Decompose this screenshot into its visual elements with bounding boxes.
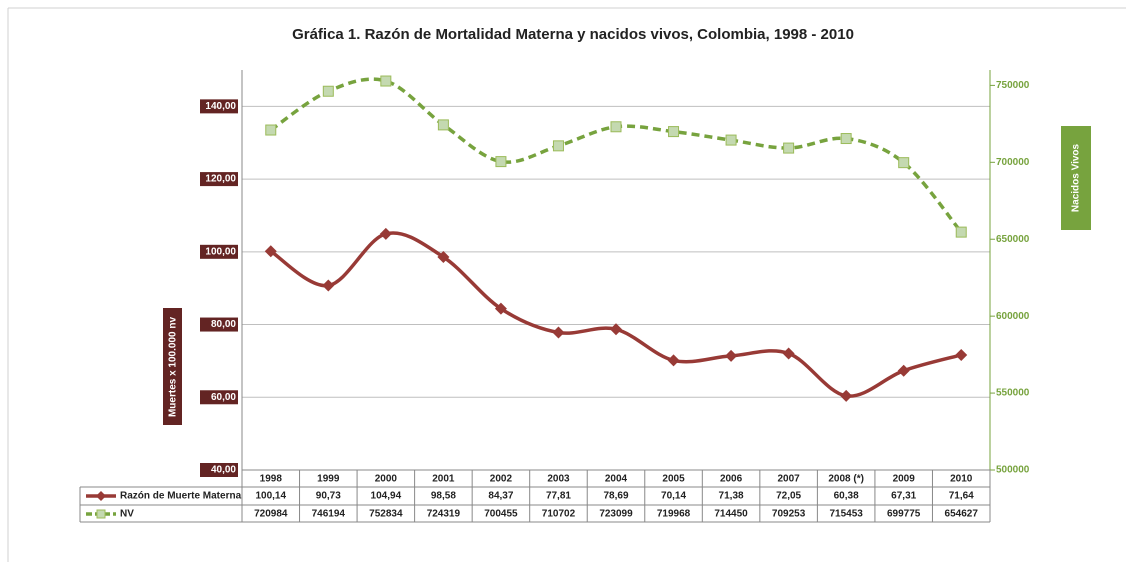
table-value: 67,31	[891, 491, 916, 502]
y-tick-box	[200, 99, 238, 114]
chart-title: Gráfica 1. Razón de Mortalidad Materna y…	[292, 26, 854, 43]
table-value: 715453	[829, 509, 863, 520]
y-tick-label: 40,00	[211, 465, 236, 476]
table-value: 709253	[772, 509, 806, 520]
table-value: 98,58	[431, 491, 456, 502]
marker	[494, 302, 507, 315]
y-tick-label: 140,00	[205, 101, 236, 112]
x-tick-label: 2000	[375, 474, 398, 485]
table-value: 723099	[599, 509, 633, 520]
series-line	[269, 231, 962, 398]
table-value: 70,14	[661, 491, 686, 502]
table-value: 84,37	[488, 491, 513, 502]
table-value: 100,14	[255, 491, 286, 502]
y2-tick-label: 750000	[996, 80, 1030, 91]
marker	[725, 349, 738, 362]
marker	[437, 250, 450, 263]
marker	[898, 157, 910, 169]
marker	[552, 326, 565, 339]
marker	[380, 75, 392, 87]
marker	[955, 226, 967, 238]
table-value: 78,69	[603, 491, 628, 502]
marker	[840, 133, 852, 145]
x-tick-label: 1999	[317, 474, 340, 485]
table-value: 104,94	[371, 491, 402, 502]
x-tick-label: 2007	[777, 474, 800, 485]
y-tick-label: 60,00	[211, 392, 236, 403]
x-tick-label: 2006	[720, 474, 743, 485]
marker	[955, 348, 968, 361]
table-value: 746194	[312, 509, 346, 520]
y-tick-label: 120,00	[205, 174, 236, 185]
marker	[667, 354, 680, 367]
y-tick-box	[200, 317, 238, 332]
marker	[264, 245, 277, 258]
marker	[322, 279, 335, 292]
y2-tick-label: 550000	[996, 388, 1030, 399]
x-tick-label: 2005	[662, 474, 685, 485]
marker	[495, 156, 507, 168]
table-value: 60,38	[834, 491, 859, 502]
marker	[897, 364, 910, 377]
marker	[840, 389, 853, 402]
x-tick-label: 1998	[260, 474, 283, 485]
y-title-box	[163, 308, 182, 425]
y2-tick-label: 700000	[996, 157, 1030, 168]
table-value: 710702	[542, 509, 576, 520]
legend-label: NV	[120, 509, 134, 520]
y-tick-label: 100,00	[205, 246, 236, 257]
x-tick-label: 2003	[547, 474, 570, 485]
table-value: 714450	[714, 509, 748, 520]
marker	[437, 119, 449, 131]
y-tick-label: 80,00	[211, 319, 236, 330]
y2-tick-label: 500000	[996, 465, 1030, 476]
x-tick-label: 2001	[432, 474, 455, 485]
x-tick-label: 2008 (*)	[828, 474, 864, 485]
y2-tick-label: 600000	[996, 311, 1030, 322]
x-tick-label: 2010	[950, 474, 973, 485]
marker	[322, 85, 334, 97]
table-value: 72,05	[776, 491, 801, 502]
y2-tick-label: 650000	[996, 234, 1030, 245]
marker	[725, 134, 737, 146]
y-tick-box	[200, 390, 238, 405]
table-value: 71,64	[949, 491, 974, 502]
legend-label: Razón de Muerte Materna	[120, 491, 242, 502]
marker	[379, 227, 392, 240]
x-tick-label: 2002	[490, 474, 513, 485]
legend-marker	[96, 509, 106, 519]
legend-marker	[96, 491, 106, 501]
table-value: 719968	[657, 509, 691, 520]
table-value: 90,73	[316, 491, 341, 502]
table-value: 752834	[369, 509, 403, 520]
table-value: 724319	[427, 509, 461, 520]
y-tick-box	[200, 172, 238, 187]
y2-title-box	[1061, 126, 1091, 230]
y2-axis-title: Nacidos Vivos	[1071, 143, 1082, 212]
table-value: 654627	[945, 509, 979, 520]
marker	[552, 140, 564, 152]
y-tick-box	[200, 244, 238, 259]
x-tick-label: 2004	[605, 474, 628, 485]
y-tick-box	[200, 463, 238, 477]
marker	[610, 121, 622, 133]
marker	[610, 323, 622, 336]
marker	[265, 124, 277, 136]
table-value: 699775	[887, 509, 921, 520]
x-tick-label: 2009	[893, 474, 916, 485]
y-axis-title: Muertes x 100.000 nv	[168, 317, 179, 417]
marker	[783, 142, 795, 154]
series-line	[269, 77, 963, 234]
marker	[782, 347, 795, 360]
table-value: 720984	[254, 509, 288, 520]
table-value: 77,81	[546, 491, 571, 502]
marker	[668, 126, 680, 138]
table-value: 700455	[484, 509, 518, 520]
table-value: 71,38	[719, 491, 744, 502]
